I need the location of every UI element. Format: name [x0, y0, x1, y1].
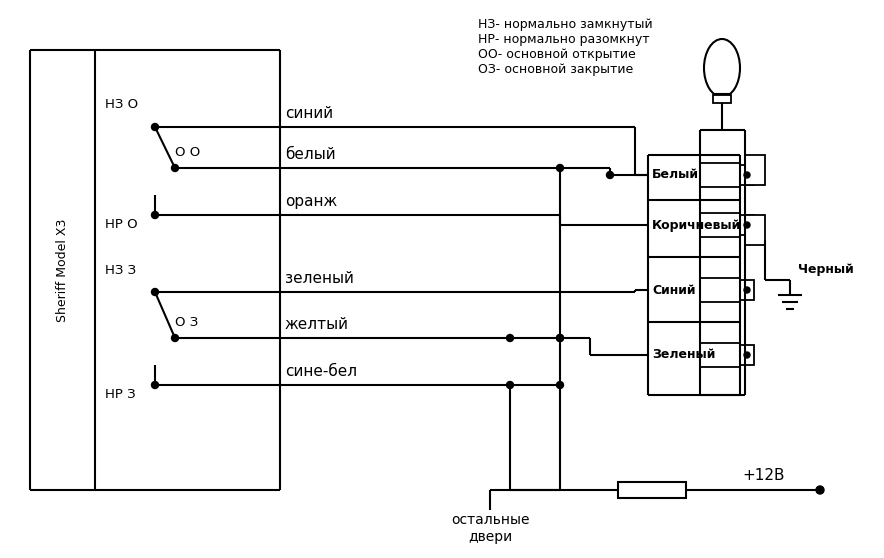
Text: О З: О З [175, 315, 198, 329]
Text: сине-бел: сине-бел [285, 364, 357, 379]
Circle shape [557, 334, 563, 341]
Bar [745, 155, 765, 185]
Circle shape [744, 352, 750, 358]
Bar [700, 343, 740, 367]
Bar [700, 278, 740, 302]
Circle shape [151, 382, 158, 388]
Text: Синий: Синий [652, 283, 696, 296]
Circle shape [557, 334, 563, 341]
Bar [745, 215, 765, 245]
FancyBboxPatch shape [618, 482, 686, 498]
Circle shape [507, 334, 514, 341]
Circle shape [151, 211, 158, 219]
Text: Sheriff Model X3: Sheriff Model X3 [56, 218, 68, 322]
Text: Зеленый: Зеленый [652, 349, 715, 362]
Text: НЗ- нормально замкнутый: НЗ- нормально замкнутый [478, 18, 652, 31]
Text: остальные: остальные [451, 513, 530, 527]
Circle shape [507, 382, 514, 388]
Text: НР З: НР З [105, 388, 135, 402]
Text: ОО- основной открытие: ОО- основной открытие [478, 48, 636, 61]
Text: Белый: Белый [652, 169, 699, 181]
Bar [740, 165, 754, 185]
Text: Коричневый: Коричневый [652, 219, 742, 232]
Circle shape [816, 486, 824, 494]
Bar [740, 280, 754, 300]
Circle shape [171, 334, 179, 341]
Text: желтый: желтый [285, 317, 349, 332]
Text: двери: двери [468, 530, 512, 544]
Circle shape [744, 287, 750, 293]
Circle shape [151, 288, 158, 296]
Text: НР О: НР О [105, 219, 138, 232]
Circle shape [744, 222, 750, 228]
Text: оранж: оранж [285, 194, 338, 209]
Text: белый: белый [285, 147, 336, 162]
Circle shape [557, 165, 563, 171]
Circle shape [171, 165, 179, 171]
Bar [713, 95, 731, 103]
Text: НЗ З: НЗ З [105, 263, 136, 277]
Circle shape [606, 171, 613, 179]
Bar [700, 163, 740, 187]
Circle shape [744, 172, 750, 178]
Bar [740, 345, 754, 365]
Circle shape [557, 382, 563, 388]
Text: зеленый: зеленый [285, 271, 354, 286]
Bar [700, 213, 740, 237]
Text: ОЗ- основной закрытие: ОЗ- основной закрытие [478, 63, 633, 76]
Circle shape [151, 123, 158, 131]
Text: НР- нормально разомкнут: НР- нормально разомкнут [478, 33, 650, 46]
Text: синий: синий [285, 106, 333, 121]
Text: +12В: +12В [742, 469, 784, 483]
Bar [740, 215, 754, 235]
Text: НЗ О: НЗ О [105, 99, 138, 112]
Text: О О: О О [175, 146, 201, 158]
Text: Черный: Черный [798, 263, 854, 277]
